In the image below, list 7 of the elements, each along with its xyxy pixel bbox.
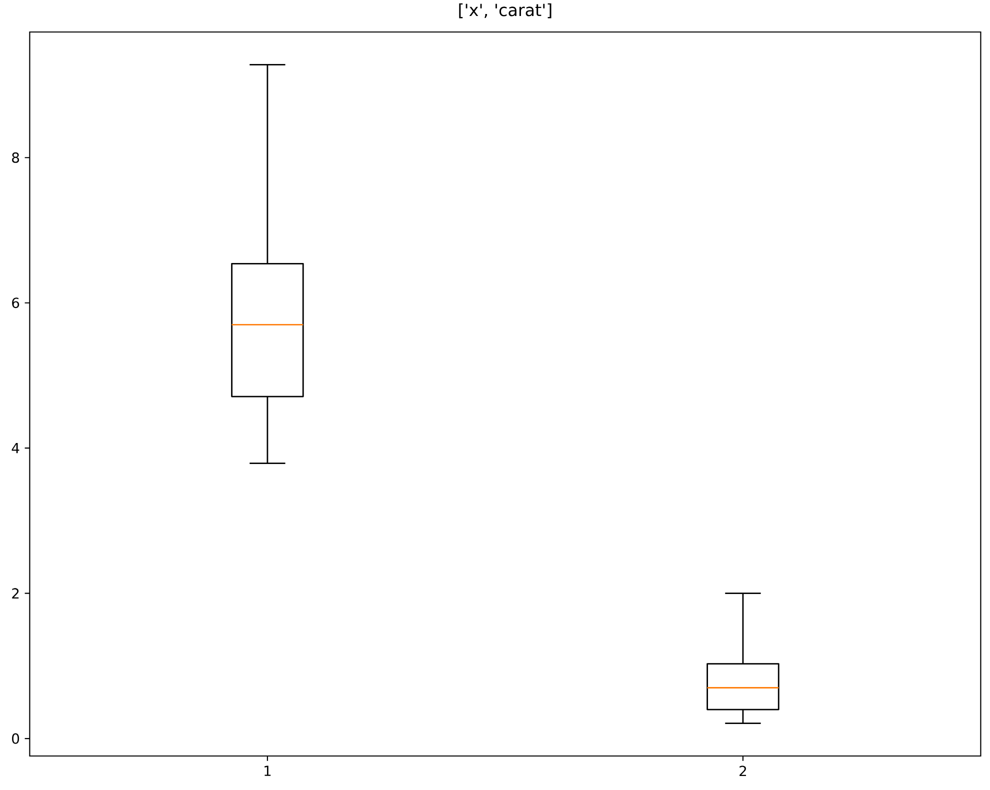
y-tick-label: 6: [12, 298, 20, 308]
y-tick-label: 4: [12, 443, 20, 454]
y-tick-label: 8: [12, 152, 20, 163]
chart-title: ['x', 'carat']: [459, 3, 552, 18]
x-tick-label: 1: [264, 766, 271, 776]
y-tick-label: 0: [12, 733, 20, 744]
y-tick-label: 2: [12, 588, 19, 598]
